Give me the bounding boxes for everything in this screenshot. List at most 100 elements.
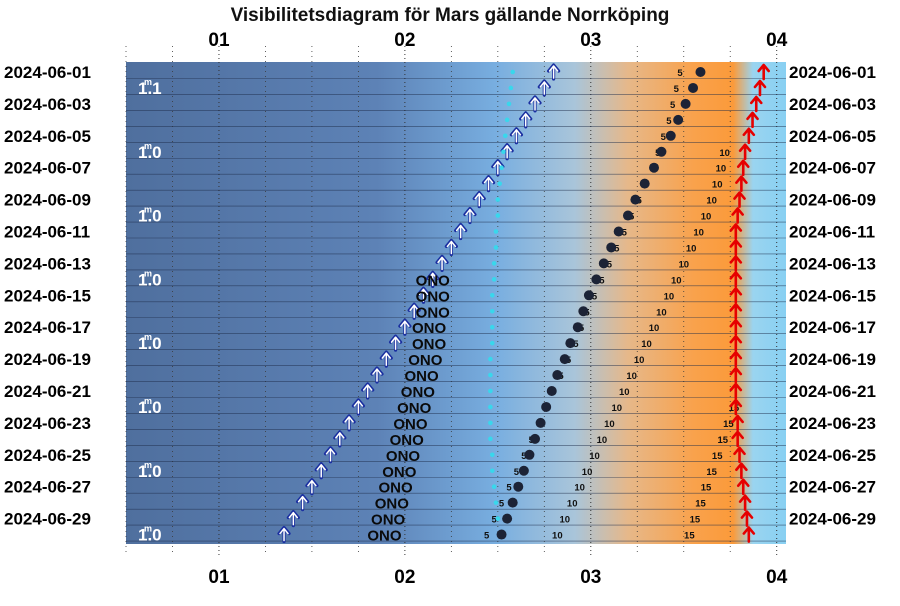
moonrise-arrow <box>398 318 412 336</box>
moon-dot <box>507 497 518 508</box>
direction-label: ONO <box>382 464 417 481</box>
sunrise-arrow <box>738 143 752 161</box>
sunrise-arrow <box>729 398 743 416</box>
svg-text:1.0: 1.0 <box>138 526 162 545</box>
svg-text:1.0: 1.0 <box>138 462 162 481</box>
chart-marks: 5555555555555555555555555555551010101010… <box>138 63 770 545</box>
altitude-label: 10 <box>706 196 717 207</box>
magnitude-label: 1.0m <box>138 396 162 417</box>
moon-dot <box>639 178 650 189</box>
altitude-label: 10 <box>589 451 600 462</box>
mars-dot <box>491 484 497 490</box>
mars-dot <box>506 101 512 107</box>
moon-dot <box>673 114 684 125</box>
moonrise-arrow <box>454 222 468 241</box>
moonrise-arrow <box>342 414 356 432</box>
moonrise-arrow <box>361 382 375 400</box>
mars-dot <box>489 324 495 330</box>
moonrise-arrow <box>435 254 449 272</box>
direction-label: ONO <box>412 336 447 353</box>
altitude-label: 5 <box>484 531 490 542</box>
sunrise-arrow <box>729 318 743 336</box>
altitude-label: 15 <box>717 435 728 446</box>
direction-label: ONO <box>416 304 451 321</box>
date-row-lines <box>126 78 786 542</box>
moon-dot <box>572 322 583 333</box>
moon-dot <box>649 162 659 173</box>
altitude-label: 10 <box>597 435 608 446</box>
direction-label: ONO <box>401 384 436 401</box>
altitude-label: 10 <box>582 467 593 478</box>
hour-tick-bottom: 02 <box>394 567 415 588</box>
moon-dot <box>513 481 524 492</box>
sunrise-arrow <box>757 63 770 81</box>
svg-text:m: m <box>144 460 152 470</box>
moonrise-arrow <box>407 302 421 320</box>
sunrise-arrow <box>729 287 743 304</box>
mars-dot <box>489 340 495 346</box>
hour-tick-top: 01 <box>208 30 230 51</box>
svg-text:1.0: 1.0 <box>138 143 162 162</box>
hour-tick-top: 04 <box>766 30 788 51</box>
moonrise-arrow <box>491 159 505 177</box>
date-axis-left: 2024-06-01 2024-06-03 2024-06-05 2024-06-07… <box>4 63 91 529</box>
date-label-left: 2024-06-21 <box>4 382 91 401</box>
svg-text:1.1: 1.1 <box>138 79 162 98</box>
mars-dot <box>502 133 508 139</box>
altitude-label: 5 <box>661 132 667 143</box>
moon-dot <box>502 513 513 524</box>
mars-dot <box>499 165 504 170</box>
sunrise-arrow <box>733 191 746 208</box>
moonrise-arrow <box>426 270 440 288</box>
hour-tick-bottom: 04 <box>766 567 788 588</box>
magnitude-label: 1.0m <box>138 332 162 353</box>
plot-background <box>126 62 786 544</box>
sunrise-arrow <box>736 159 750 176</box>
moonrise-arrow <box>379 350 393 368</box>
mars-dot <box>504 117 510 123</box>
date-label-right: 2024-06-05 <box>789 127 876 146</box>
altitude-label: 10 <box>716 164 727 175</box>
altitude-label: 10 <box>671 275 682 286</box>
moon-dot <box>591 274 602 285</box>
sunrise-arrow <box>729 382 743 400</box>
mars-dot <box>488 388 493 394</box>
moon-dot <box>583 290 594 301</box>
mars-dot <box>510 69 516 75</box>
moonrise-arrow <box>547 63 561 81</box>
chart-title: Visibilitetsdiagram för Mars gällande No… <box>231 5 670 26</box>
altitude-label: 15 <box>684 531 695 542</box>
sunrise-arrow <box>733 446 746 464</box>
mars-dot <box>493 229 499 234</box>
magnitude-label: 1.0m <box>138 205 162 226</box>
sunrise-arrow <box>731 414 744 432</box>
mars-dot <box>495 213 501 218</box>
date-label-right: 2024-06-29 <box>789 510 876 529</box>
altitude-label: 10 <box>719 148 730 159</box>
direction-label: ONO <box>412 320 447 337</box>
hour-tick-top: 03 <box>580 30 601 51</box>
date-label-right: 2024-06-15 <box>789 286 876 305</box>
altitude-label: 15 <box>712 451 723 462</box>
altitude-label: 5 <box>506 483 512 494</box>
altitude-label: 10 <box>686 243 697 254</box>
moon-dot <box>622 210 633 221</box>
moon-dot <box>546 386 557 396</box>
sunrise-arrow <box>736 478 750 495</box>
altitude-label: 15 <box>695 499 706 510</box>
altitude-label: 10 <box>712 180 723 191</box>
date-label-left: 2024-06-13 <box>4 254 91 273</box>
hour-axis-top: 01 02 03 04 <box>208 30 787 51</box>
direction-label: ONO <box>408 352 443 369</box>
direction-label: ONO <box>378 480 413 497</box>
altitude-label: 10 <box>701 212 712 223</box>
mars-dot <box>508 85 514 91</box>
altitude-label: 10 <box>552 531 563 542</box>
moon-dot <box>518 465 529 476</box>
direction-label: ONO <box>416 272 451 289</box>
moon-dot <box>578 306 589 317</box>
magnitude-label: 1.1m <box>138 77 162 98</box>
mars-dot <box>495 516 501 521</box>
altitude-label: 10 <box>664 291 675 302</box>
moon-dot <box>524 449 535 460</box>
